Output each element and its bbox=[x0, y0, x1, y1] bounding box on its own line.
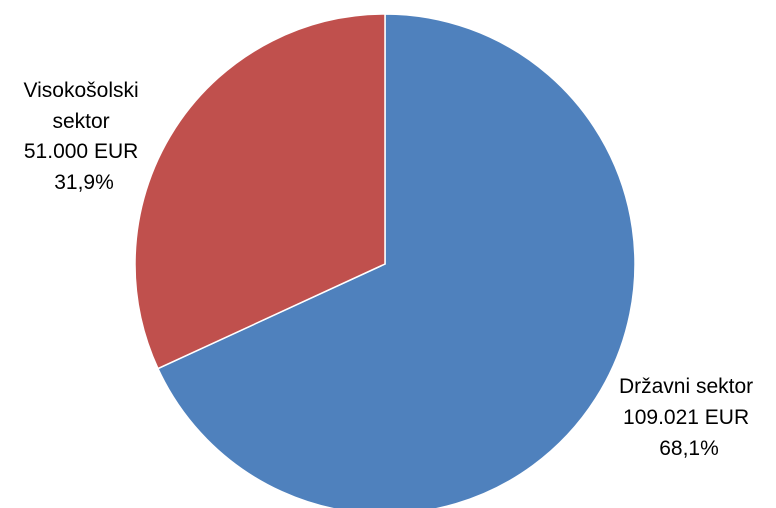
data-label-visokosolski-value: 51.000 EUR bbox=[24, 140, 138, 163]
data-label-visokosolski-sektor: Visokošolski sektor 51.000 EUR 31,9% bbox=[23, 79, 144, 194]
pie-slice-drzavni-sektor bbox=[156, 13, 636, 508]
data-label-drzavni-sektor: Državni sektor 109.021 EUR 68,1% bbox=[619, 375, 759, 460]
data-label-visokosolski-percent: 31,9% bbox=[54, 171, 114, 194]
data-label-drzavni-value: 109.021 EUR bbox=[623, 406, 749, 429]
data-label-visokosolski-name-line2: sektor bbox=[52, 110, 109, 133]
data-label-drzavni-name: Državni sektor bbox=[619, 375, 753, 398]
data-label-visokosolski-name-line1: Visokošolski bbox=[23, 79, 138, 102]
pie-slices bbox=[134, 13, 636, 508]
pie-slice-visokosolski-sektor bbox=[134, 13, 386, 370]
data-label-drzavni-percent: 68,1% bbox=[659, 437, 719, 460]
